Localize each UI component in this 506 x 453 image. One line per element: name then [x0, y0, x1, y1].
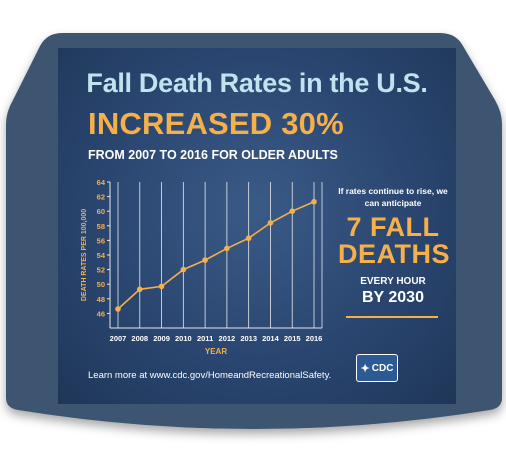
data-point — [311, 198, 317, 205]
data-point — [115, 306, 121, 312]
y-tick-label: 54 — [97, 251, 106, 260]
data-point — [202, 257, 208, 263]
x-tick-label: 2008 — [131, 334, 148, 343]
data-point — [267, 220, 274, 226]
x-tick-label: 2011 — [197, 334, 213, 343]
y-tick-label: 62 — [97, 193, 105, 202]
y-tick-label: 60 — [97, 207, 105, 216]
page-title: Fall Death Rates in the U.S. — [86, 68, 428, 98]
data-point — [224, 245, 230, 252]
hhs-eagle-icon: ✦ — [360, 362, 370, 375]
accent-divider — [346, 316, 438, 318]
x-tick-label: 2014 — [262, 334, 280, 343]
projection-rate: EVERY HOUR — [360, 276, 426, 287]
projection-number: 7 FALL DEATHS — [338, 212, 451, 269]
y-axis-label: DEATH RATES PER 100,000 — [81, 209, 88, 301]
y-tick-label: 48 — [97, 295, 105, 304]
cdc-logo-text: CDC — [371, 362, 394, 374]
data-point — [180, 266, 187, 273]
series-line — [117, 200, 315, 310]
x-tick-label: 2016 — [306, 334, 323, 343]
data-point — [245, 235, 252, 242]
y-tick-label: 56 — [97, 236, 105, 245]
x-tick-label: 2012 — [219, 334, 236, 343]
data-point — [158, 283, 165, 290]
headline-subtitle: FROM 2007 TO 2016 FOR OLDER ADULTS — [88, 148, 338, 162]
y-tick-label: 58 — [97, 222, 105, 231]
y-tick-label: 64 — [97, 178, 106, 187]
y-tick-label: 46 — [97, 309, 105, 318]
projection-year: BY 2030 — [362, 289, 424, 306]
x-tick-label: 2013 — [240, 334, 257, 343]
fall-death-rate-chart: 46 48 50 52 54 56 58 60 62 64 2007 2008 2009 2010 2011… — [81, 178, 323, 356]
x-tick-label: 2010 — [175, 334, 192, 343]
x-tick-label: 2007 — [110, 334, 127, 343]
projection-intro: If rates continue to rise, we can antici… — [338, 186, 448, 208]
y-tick-label: 50 — [97, 280, 105, 289]
increase-headline: INCREASED 30% — [88, 106, 344, 141]
y-tick-label: 52 — [97, 266, 105, 275]
x-axis-label: YEAR — [205, 347, 227, 356]
cdc-logo: ✦ CDC — [356, 354, 398, 382]
data-point — [289, 208, 296, 214]
x-tick-label: 2009 — [153, 334, 170, 343]
learn-more-link[interactable]: Learn more at www.cdc.gov/HomeandRecreat… — [88, 370, 332, 381]
content-panel: Fall Death Rates in the U.S. INCREASED 3… — [58, 48, 456, 404]
data-point — [136, 286, 143, 293]
x-tick-label: 2015 — [284, 334, 301, 343]
